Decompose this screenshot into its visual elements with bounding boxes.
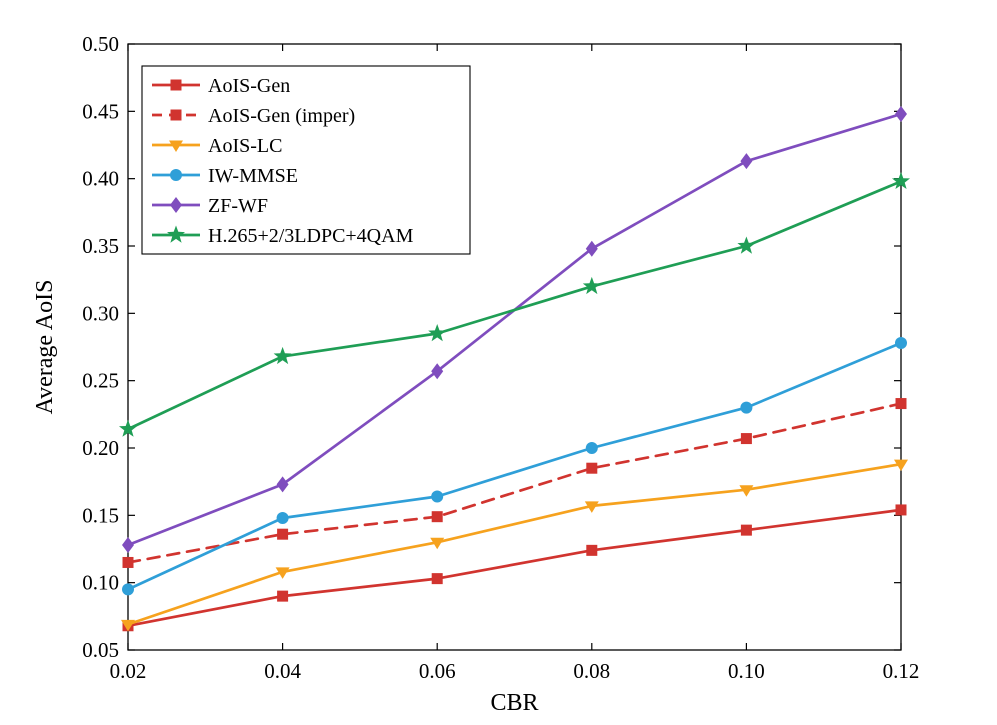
marker-triangle-down (894, 459, 908, 472)
series-line (126, 508, 903, 628)
marker-diamond (740, 153, 753, 170)
marker-star (167, 225, 185, 243)
marker-diamond (585, 240, 598, 257)
legend-label: H.265+2/3LDPC+4QAM (208, 225, 414, 247)
marker-circle (431, 490, 444, 503)
marker-star (737, 236, 756, 254)
series-h-265-2-3ldpc-4qam (119, 171, 910, 437)
x-tick-label: 0.08 (573, 659, 610, 683)
marker-square (431, 573, 443, 585)
legend-label: AoIS-Gen (imper) (208, 105, 355, 127)
y-axis-label: Average AoIS (32, 280, 58, 415)
series-line (126, 180, 903, 431)
marker-diamond (895, 106, 907, 123)
y-tick-label: 0.30 (82, 301, 119, 325)
y-tick-label: 0.05 (82, 638, 119, 662)
legend: AoIS-Gen AoIS-Gen (imper) AoIS-LC IW-MMSE ZF… (141, 65, 471, 255)
y-tick-label: 0.45 (82, 99, 119, 123)
marker-square (277, 528, 289, 540)
series-iw-mmse (122, 336, 907, 596)
legend-label: ZF-WF (208, 195, 268, 217)
y-tick-label: 0.15 (82, 503, 119, 527)
marker-square (895, 504, 907, 516)
marker-square (586, 462, 598, 474)
marker-circle (170, 169, 182, 181)
legend-item: IW-MMSE (152, 165, 298, 187)
marker-diamond (431, 363, 444, 380)
marker-star (892, 171, 910, 189)
marker-triangle-down (169, 140, 183, 152)
legend-label: AoIS-LC (208, 135, 282, 157)
marker-circle (740, 401, 753, 414)
marker-square (122, 556, 134, 568)
y-tick-label: 0.35 (82, 234, 119, 258)
marker-square (740, 433, 752, 445)
x-tick-label: 0.04 (264, 659, 301, 683)
marker-star (273, 346, 292, 365)
x-tick-label: 0.10 (728, 659, 765, 683)
marker-circle (895, 336, 907, 349)
marker-triangle-down (739, 485, 754, 497)
tick-labels: 0.02 0.04 0.06 0.08 0.10 0.12 0.05 0.10 0.15 0.20… (82, 32, 919, 683)
y-tick-label: 0.25 (82, 369, 119, 393)
legend-item: AoIS-Gen (imper) (152, 105, 355, 127)
marker-square (895, 398, 907, 410)
y-tick-label: 0.10 (82, 571, 119, 595)
marker-square (170, 109, 182, 121)
x-axis-label: CBR (490, 690, 538, 716)
marker-star (428, 324, 447, 342)
series-aois-gen-imper- (122, 398, 907, 568)
marker-diamond (276, 476, 289, 493)
x-tick-label: 0.06 (419, 659, 456, 683)
x-tick-label: 0.02 (110, 659, 147, 683)
legend-label: AoIS-Gen (208, 75, 290, 97)
marker-triangle-down (584, 501, 599, 513)
tick-marks (127, 43, 902, 651)
legend-label: IW-MMSE (208, 165, 298, 187)
marker-diamond (122, 536, 134, 553)
series-aois-lc (121, 459, 908, 632)
marker-triangle-down (121, 619, 135, 632)
marker-circle (276, 512, 289, 525)
legend-item: AoIS-LC (152, 135, 282, 157)
legend-item: AoIS-Gen (152, 75, 290, 97)
legend-box (141, 65, 471, 255)
marker-square (277, 590, 289, 602)
marker-triangle-down (430, 537, 445, 550)
series-line (126, 402, 903, 564)
y-tick-label: 0.50 (82, 32, 119, 56)
marker-square (170, 79, 182, 91)
x-tick-label: 0.12 (883, 659, 920, 683)
y-tick-label: 0.40 (82, 167, 119, 191)
series-line (126, 341, 903, 591)
marker-star (119, 419, 137, 437)
series-line (126, 462, 903, 626)
marker-diamond (170, 197, 182, 213)
legend-item: ZF-WF (152, 195, 268, 217)
marker-circle (585, 442, 598, 454)
marker-square (740, 524, 752, 536)
marker-square (431, 511, 443, 523)
marker-circle (122, 583, 134, 596)
marker-square (586, 544, 598, 556)
y-tick-label: 0.20 (82, 436, 119, 460)
legend-item: H.265+2/3LDPC+4QAM (152, 225, 414, 247)
marker-star (582, 276, 601, 295)
marker-triangle-down (275, 567, 290, 579)
